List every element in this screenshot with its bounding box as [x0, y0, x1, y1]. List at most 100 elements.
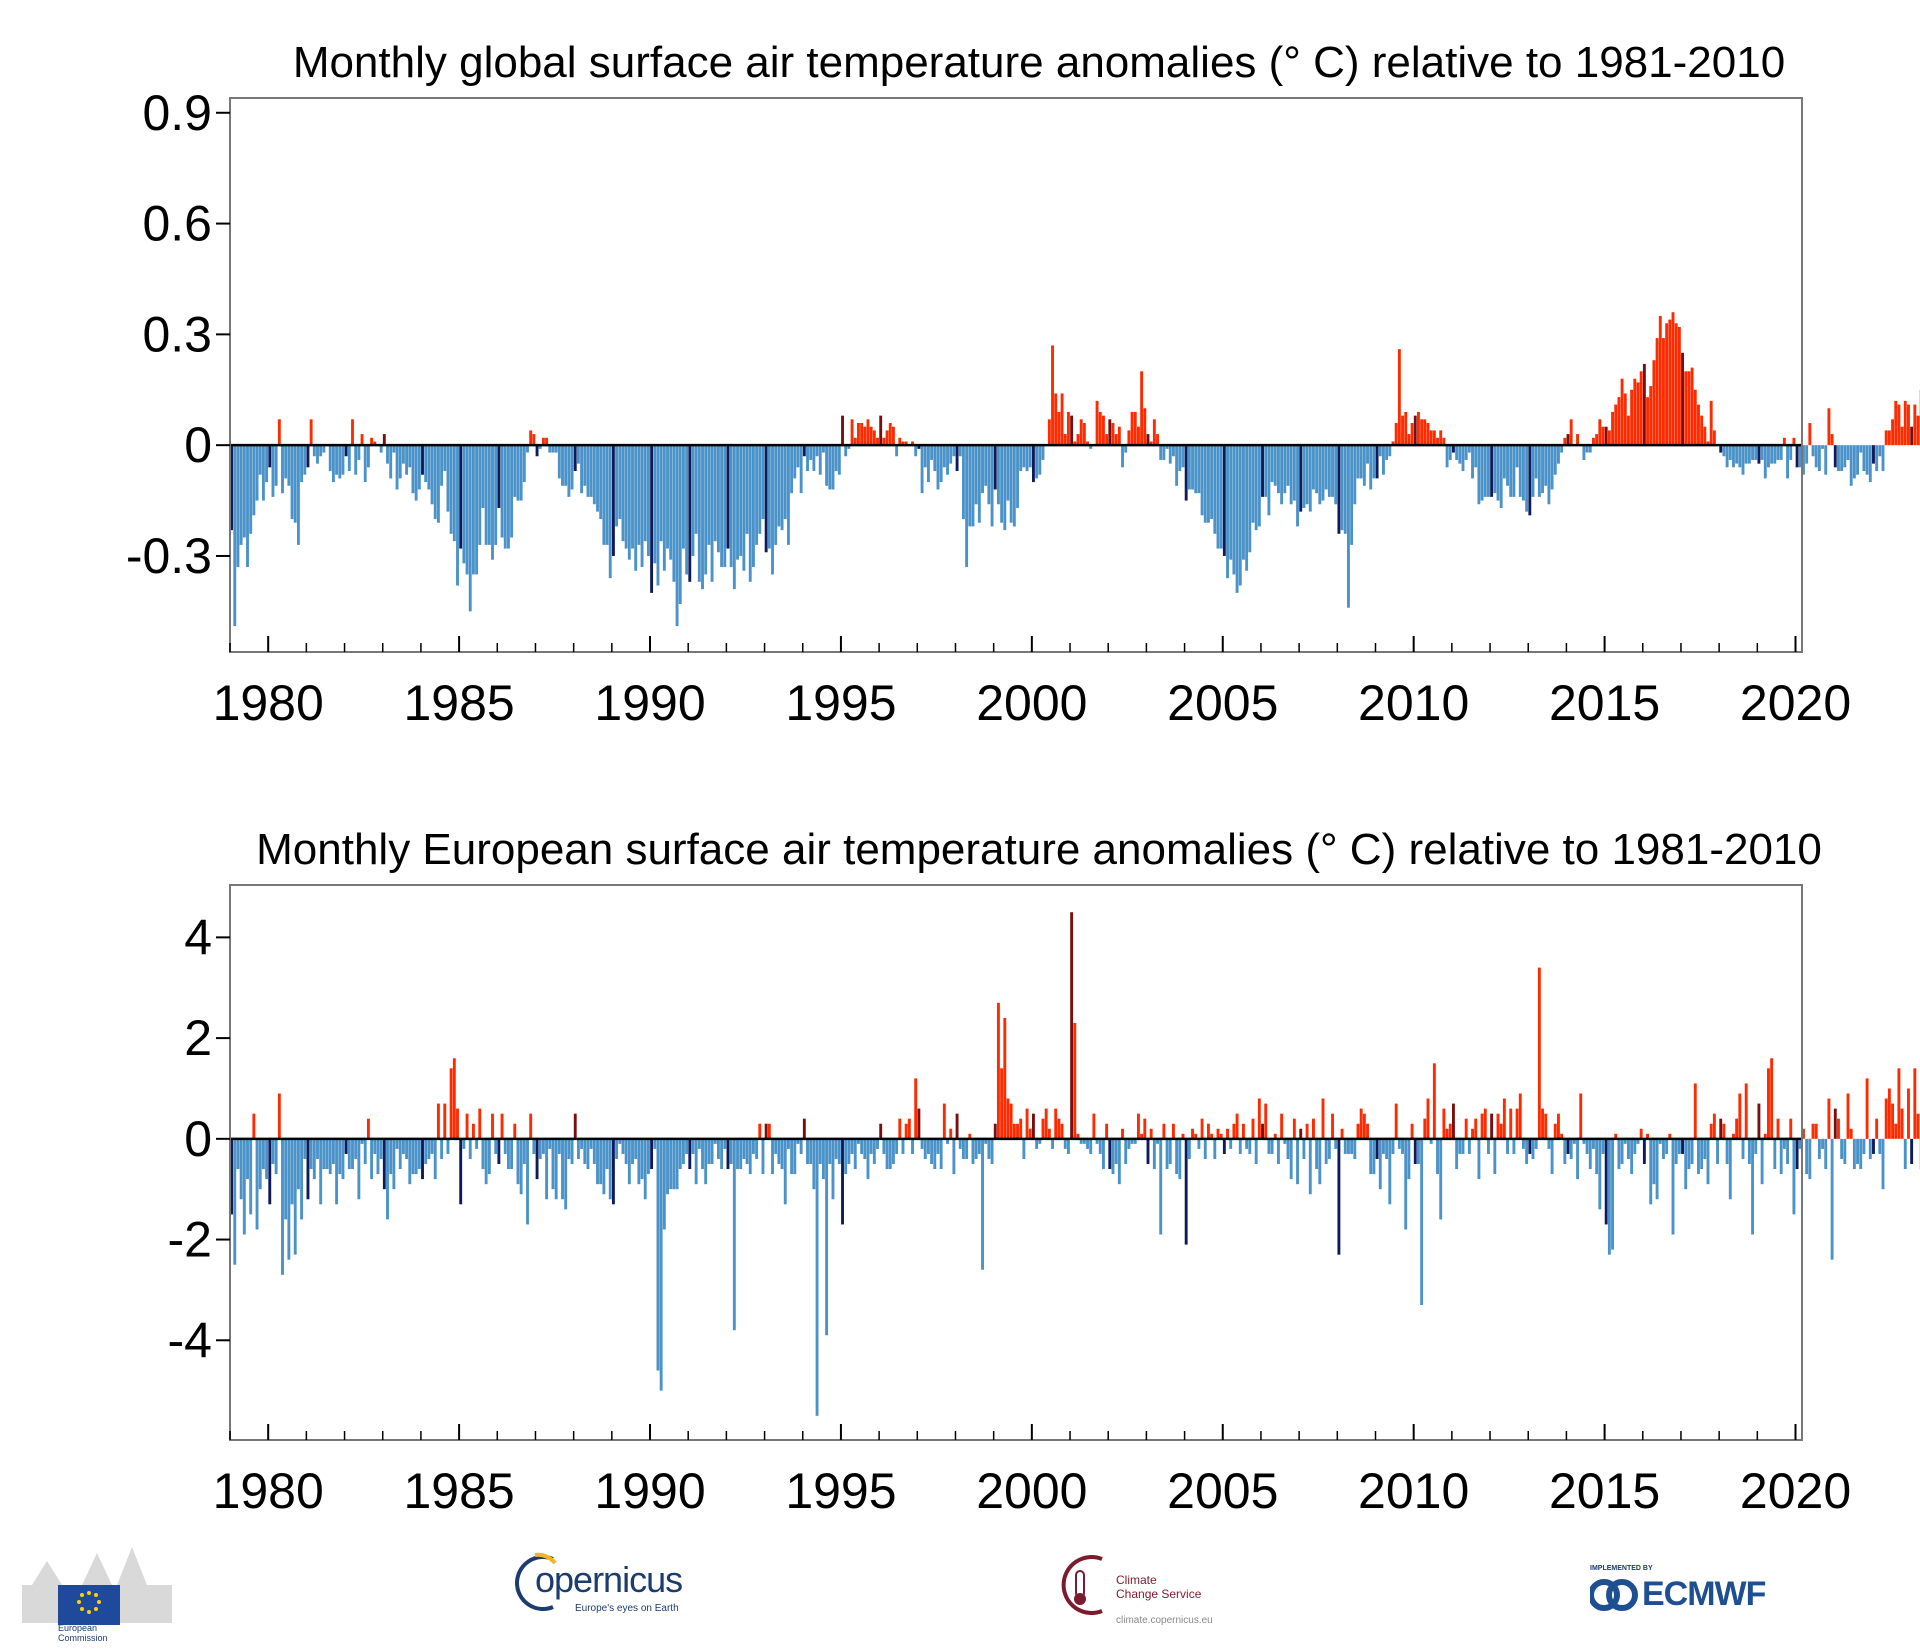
europe-bar — [366, 1118, 370, 1139]
europe-bar — [1089, 1138, 1093, 1154]
europe-bar — [1658, 1138, 1662, 1144]
global-bar — [793, 445, 797, 479]
europe-bar — [491, 1113, 494, 1139]
europe-bar — [1133, 1138, 1137, 1144]
global-bar — [1487, 445, 1490, 497]
europe-bar — [421, 1138, 424, 1180]
global-bar — [602, 445, 606, 545]
global-bar — [869, 426, 873, 446]
europe-y-tick-label: 4 — [184, 909, 212, 965]
europe-bar — [799, 1138, 803, 1154]
europe-bar — [1264, 1103, 1268, 1139]
global-bar — [1372, 445, 1376, 479]
europe-bar — [783, 1138, 787, 1205]
global-bar — [1512, 445, 1516, 497]
global-bar — [675, 445, 679, 627]
europe-bar — [907, 1118, 911, 1139]
europe-bar — [624, 1138, 628, 1165]
global-bar — [1302, 445, 1306, 508]
europe-bar — [1191, 1128, 1194, 1139]
europe-bar — [1499, 1123, 1503, 1139]
europe-bar — [818, 1138, 822, 1165]
europe-bar — [955, 1113, 959, 1139]
global-chart: Monthly global surface air temperature a… — [126, 38, 1920, 731]
global-bar — [1108, 419, 1112, 446]
europe-bar — [926, 1138, 930, 1154]
global-x-tick-label: 2015 — [1549, 675, 1660, 731]
global-bar — [1461, 445, 1465, 472]
global-bar — [936, 445, 940, 490]
europe-bar — [1207, 1123, 1210, 1139]
europe-bar — [920, 1138, 924, 1149]
global-bar — [1448, 445, 1452, 460]
global-bar — [1754, 445, 1758, 460]
europe-bar — [1222, 1138, 1226, 1154]
europe-bar — [736, 1138, 739, 1170]
europe-bar — [936, 1138, 940, 1154]
global-bar — [1506, 445, 1509, 486]
europe-bar — [567, 1138, 571, 1159]
global-bar — [596, 445, 599, 512]
global-bar — [424, 445, 428, 483]
global-bar — [771, 445, 774, 575]
europe-bar — [331, 1138, 335, 1165]
europe-bar — [497, 1138, 501, 1165]
europe-bar — [774, 1138, 778, 1154]
europe-bar — [424, 1138, 428, 1165]
global-bar — [1840, 445, 1844, 472]
europe-bar — [1623, 1138, 1627, 1144]
global-bar — [888, 423, 892, 446]
europe-plot-frame — [229, 884, 1803, 1441]
global-bar — [1079, 419, 1083, 446]
europe-bar — [1518, 1093, 1522, 1139]
global-bar — [1423, 419, 1427, 446]
europe-bar — [522, 1138, 526, 1165]
europe-bar — [265, 1138, 269, 1180]
global-bar — [914, 445, 918, 457]
europe-bar — [1636, 1138, 1640, 1144]
global-bar — [338, 445, 342, 479]
europe-bar — [850, 1138, 854, 1154]
global-bar — [255, 445, 259, 501]
global-bar — [1143, 408, 1147, 446]
europe-bar — [1598, 1138, 1602, 1210]
europe-bar — [1811, 1123, 1815, 1139]
global-bar — [411, 445, 415, 494]
europe-bar — [796, 1138, 800, 1144]
europe-bar — [605, 1138, 609, 1170]
europe-bar — [1802, 1128, 1805, 1139]
europe-bar — [640, 1138, 644, 1180]
global-bar — [1366, 445, 1369, 464]
europe-bar — [1226, 1128, 1229, 1139]
europe-bar — [688, 1138, 692, 1170]
europe-bar — [1576, 1138, 1579, 1180]
europe-bar — [885, 1138, 889, 1170]
global-bar — [984, 445, 988, 486]
global-bar — [1359, 445, 1363, 479]
global-bar — [1347, 445, 1350, 608]
europe-x-tick-label: 1980 — [213, 1463, 324, 1519]
ec-label-line1: European — [58, 1623, 98, 1633]
europe-bar — [602, 1138, 606, 1195]
global-bar — [287, 445, 291, 486]
global-bar — [1541, 445, 1544, 494]
global-bar — [1630, 389, 1634, 446]
europe-bar — [338, 1138, 342, 1175]
global-bar — [965, 445, 969, 568]
global-bar — [1404, 411, 1408, 446]
global-bar — [716, 445, 720, 553]
global-bar — [736, 445, 739, 560]
europe-bar — [392, 1138, 396, 1190]
global-bar — [249, 445, 253, 534]
europe-x-tick-label: 1985 — [403, 1463, 514, 1519]
global-bar — [1273, 445, 1277, 486]
europe-bar — [478, 1108, 482, 1139]
europe-bar — [1086, 1138, 1089, 1149]
global-bar — [421, 445, 424, 475]
europe-bar — [459, 1138, 463, 1205]
global-x-tick-label: 2000 — [976, 675, 1087, 731]
global-bar — [1515, 445, 1519, 468]
europe-bar — [1515, 1108, 1519, 1139]
global-bar — [236, 445, 240, 568]
europe-bar — [958, 1138, 962, 1149]
